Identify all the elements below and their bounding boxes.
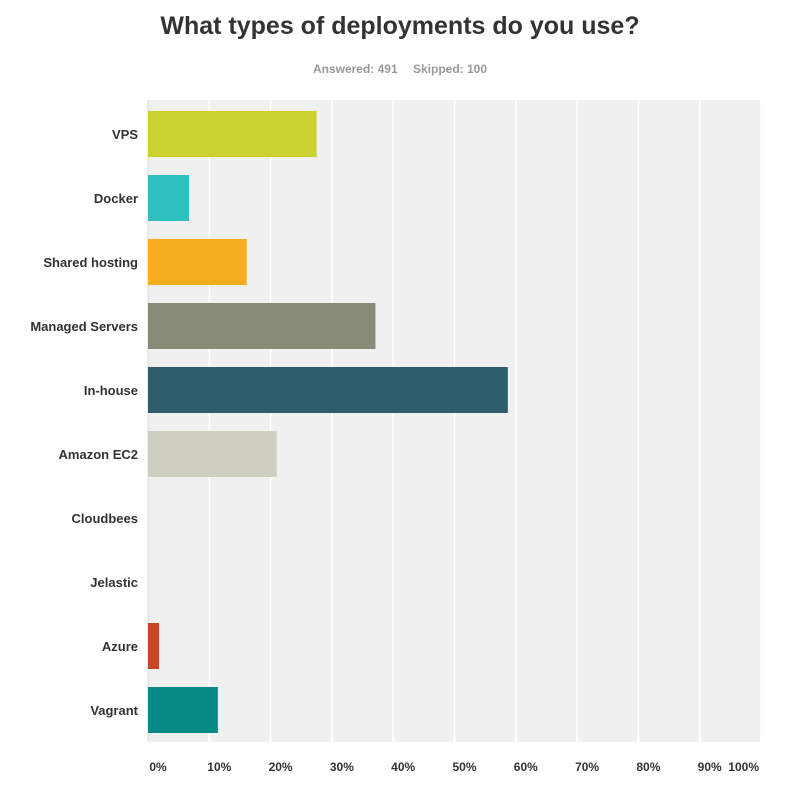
bar [148,303,376,349]
x-tick-label: 0% [149,760,167,774]
category-label: Azure [102,639,138,654]
bar [148,367,508,413]
x-tick-label: 60% [514,760,538,774]
chart-subtitle: Answered: 491 Skipped: 100 [0,62,800,76]
category-label: In-house [84,383,138,398]
category-label: Vagrant [90,703,138,718]
bar [148,623,160,669]
x-tick-label: 20% [269,760,293,774]
bar [148,239,247,285]
answered-count: Answered: 491 [312,62,398,76]
chart-title: What types of deployments do you use? [160,12,640,40]
x-tick-label: 40% [391,760,415,774]
bar [148,687,218,733]
category-label: VPS [112,127,138,142]
skipped-count: Skipped: 100 [413,62,488,76]
x-tick-label: 90% [698,760,722,774]
category-label: Cloudbees [72,511,138,526]
category-label: Amazon EC2 [59,447,138,462]
bar [148,175,190,221]
category-label: Jelastic [90,575,138,590]
category-label: Shared hosting [43,255,138,270]
category-label: Managed Servers [30,319,138,334]
x-tick-label: 100% [728,760,759,774]
x-tick-label: 50% [452,760,476,774]
x-tick-label: 70% [575,760,599,774]
bar [148,431,277,477]
x-tick-label: 10% [207,760,231,774]
bar [148,111,317,157]
category-label: Docker [94,191,138,206]
x-tick-label: 80% [636,760,660,774]
x-tick-label: 30% [330,760,354,774]
